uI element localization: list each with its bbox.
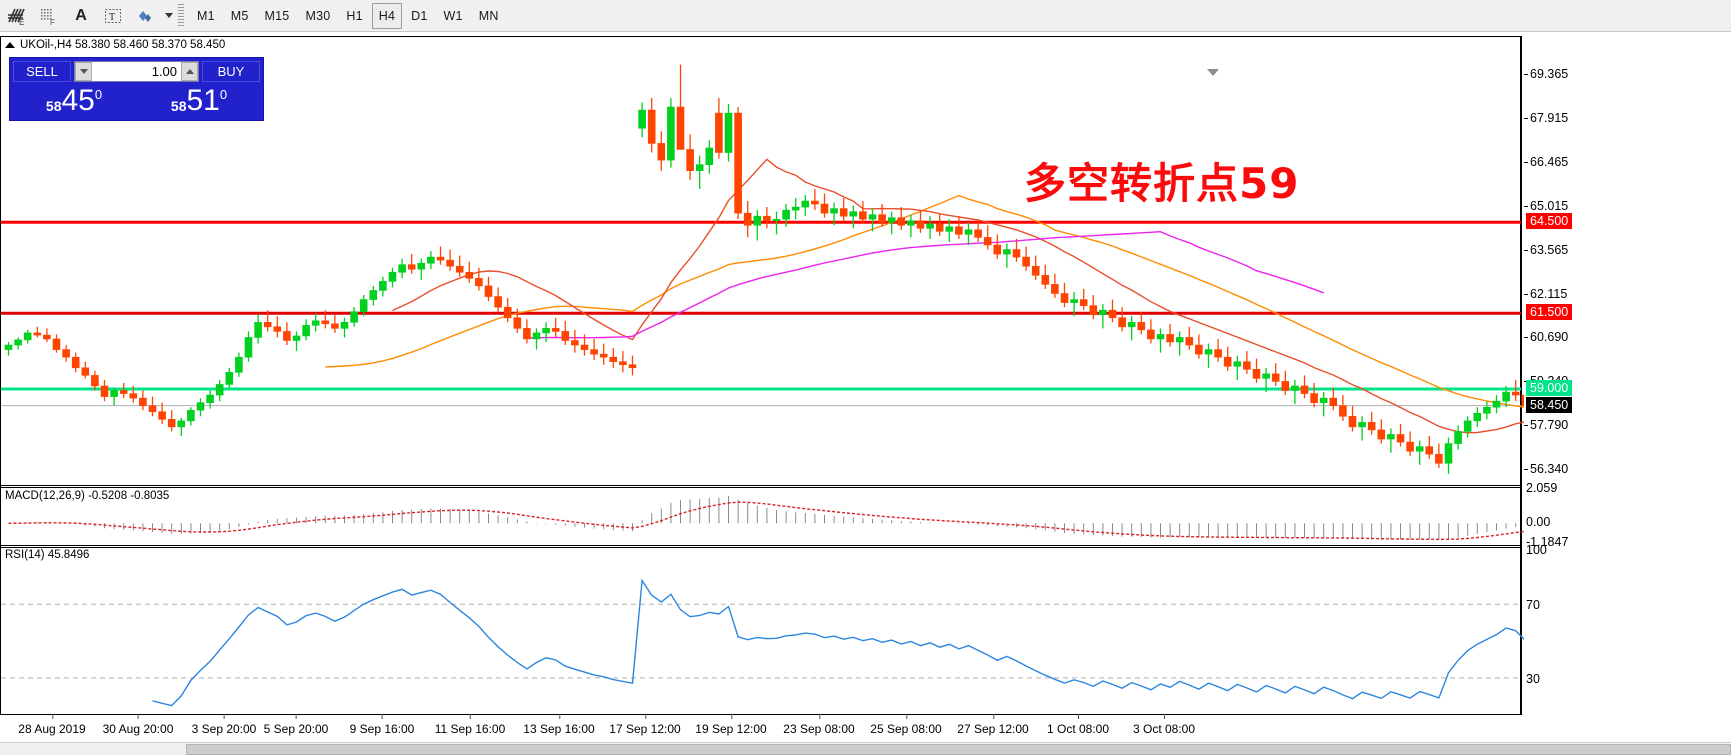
price-chart-canvas: [1, 64, 1539, 474]
sell-price-main: 45: [61, 83, 95, 117]
one-click-trading-panel[interactable]: SELL 1.00 BUY 58 45 0 58 51 0: [9, 57, 264, 121]
time-tick: 11 Sep 16:00: [435, 714, 505, 736]
sell-price-suffix: 0: [94, 87, 103, 102]
text-box-icon[interactable]: T: [98, 2, 128, 30]
macd-tick-_1_1847: -1.1847: [1526, 535, 1569, 549]
price-tick-60-690: 60.690: [1524, 330, 1568, 344]
macd-pane-label: MACD(12,26,9) -0.5208 -0.8035: [5, 490, 170, 502]
price-tick-56-340: 56.340: [1524, 462, 1568, 476]
volume-increase-icon[interactable]: [181, 61, 198, 81]
indicator-MA-magenta: [526, 230, 1324, 339]
timeframe-button-group: M1 M5 M15 M30 H1 H4 D1 W1 MN: [189, 2, 507, 29]
rsi-tick-30: 30: [1526, 671, 1540, 686]
rsi-tick-100: 100: [1526, 543, 1547, 557]
buy-price-suffix: 0: [219, 87, 228, 102]
trade-panel-prices: 58 45 0 58 51 0: [10, 84, 263, 120]
buy-price-display[interactable]: 58 51 0: [138, 84, 260, 117]
timeframe-button-d1[interactable]: D1: [411, 8, 428, 23]
scrollbar-thumb[interactable]: [186, 744, 1731, 755]
objects-dropdown-arrow-icon[interactable]: [162, 2, 176, 30]
price-badge-64-500: 64.500: [1526, 213, 1573, 230]
price-badge-59-000: 59.000: [1526, 380, 1573, 396]
main-toolbar: E F A: [0, 0, 1731, 32]
indicator-MA-orange: [325, 194, 1536, 410]
time-tick: 27 Sep 12:00: [957, 714, 1029, 736]
symbol-info-text: UKOil-,H4 58.380 58.460 58.370 58.450: [20, 39, 226, 51]
horizontal-scrollbar[interactable]: [0, 742, 1731, 755]
price-tick-65-015: 65.015: [1524, 199, 1568, 213]
price-tick-57-790: 57.790: [1524, 418, 1568, 432]
price-tick-62-115: 62.115: [1524, 287, 1567, 301]
time-tick: 9 Sep 16:00: [350, 714, 414, 736]
collapse-triangle-icon[interactable]: [5, 42, 15, 48]
rsi-pane-label: RSI(14) 45.8496: [5, 549, 90, 561]
timeframe-button-mn[interactable]: MN: [478, 8, 499, 23]
sell-price-prefix: 58: [45, 98, 62, 114]
buy-price-prefix: 58: [170, 98, 187, 114]
macd-tick-0_00: 0.00: [1526, 515, 1551, 530]
price-badge-58-450: 58.450: [1526, 396, 1573, 413]
timeframe-button-h1[interactable]: H1: [346, 8, 363, 23]
chart-annotation-text: 多空转折点59: [1024, 159, 1300, 208]
toolbar-grip[interactable]: [178, 3, 184, 28]
time-tick: 28 Aug 2019: [18, 714, 86, 736]
time-axis[interactable]: 28 Aug 2019 30 Aug 20:00 3 Sep 20:00 5 Sep …: [0, 714, 1522, 740]
macd-chart-canvas: [8, 496, 1536, 541]
time-tick: 5 Sep 20:00: [264, 714, 328, 736]
time-tick: 3 Oct 08:00: [1133, 714, 1195, 736]
timeframe-button-w1[interactable]: W1: [443, 8, 463, 23]
rsi-chart-canvas: [1, 578, 1535, 707]
timeframe-button-m5[interactable]: M5: [230, 8, 249, 23]
price-tick-63-565: 63.565: [1524, 243, 1568, 257]
indicator-MA-red: [392, 158, 1536, 434]
objects-list-icon[interactable]: [130, 2, 160, 30]
time-tick: 23 Sep 08:00: [783, 714, 855, 736]
expert-advisor-icon[interactable]: E: [2, 2, 32, 30]
time-tick: 25 Sep 08:00: [870, 714, 942, 736]
volume-stepper[interactable]: 1.00: [74, 60, 199, 82]
trade-panel-controls: SELL 1.00 BUY: [10, 58, 263, 84]
time-tick: 1 Oct 08:00: [1047, 714, 1109, 736]
timeframe-button-m1[interactable]: M1: [197, 8, 215, 23]
macd-histogram: [17, 496, 1536, 540]
timeframe-button-m30[interactable]: M30: [305, 8, 331, 23]
macd-tick-2_059: 2.059: [1526, 481, 1558, 495]
time-tick: 13 Sep 16:00: [523, 714, 595, 736]
sell-button[interactable]: SELL: [13, 60, 71, 82]
price-axis[interactable]: 69.365 67.915 66.465 65.015 63.565 62.115 60.6…: [1524, 36, 1731, 715]
chart-area[interactable]: UKOil-,H4 58.380 58.460 58.370 58.450 SE…: [0, 36, 1539, 715]
svg-text:E: E: [19, 18, 24, 26]
svg-text:F: F: [50, 18, 55, 26]
rsi-tick-70: 70: [1526, 598, 1540, 613]
time-tick: 17 Sep 12:00: [609, 714, 681, 736]
time-tick: 30 Aug 20:00: [103, 714, 173, 736]
rsi-line: [152, 578, 1535, 707]
time-tick: 19 Sep 12:00: [695, 714, 767, 736]
sell-price-display[interactable]: 58 45 0: [13, 84, 135, 117]
text-label-icon[interactable]: A: [75, 6, 87, 24]
volume-value[interactable]: 1.00: [92, 61, 181, 81]
timeframe-button-m15[interactable]: M15: [264, 8, 290, 23]
buy-price-main: 51: [186, 83, 220, 117]
price-tick-67-915: 67.915: [1524, 111, 1568, 125]
svg-text:T: T: [109, 12, 115, 23]
buy-button[interactable]: BUY: [202, 60, 260, 82]
macd-signal-line: [8, 501, 1535, 541]
price-tick-69-365: 69.365: [1524, 67, 1568, 81]
fullscreen-icon[interactable]: F: [34, 2, 64, 30]
candlestick-series: [4, 64, 1539, 474]
macd-pane-divider: [1, 485, 1520, 488]
timeframe-button-h4[interactable]: H4: [371, 2, 403, 29]
rsi-pane-divider: [1, 545, 1520, 548]
symbol-info-bar: UKOil-,H4 58.380 58.460 58.370 58.450: [1, 37, 1520, 53]
price-badge-61-500: 61.500: [1526, 304, 1573, 321]
chart-marker-icon: [1207, 69, 1219, 76]
time-tick: 3 Sep 20:00: [192, 714, 256, 736]
volume-decrease-icon[interactable]: [75, 61, 92, 81]
price-tick-66-465: 66.465: [1524, 155, 1568, 169]
